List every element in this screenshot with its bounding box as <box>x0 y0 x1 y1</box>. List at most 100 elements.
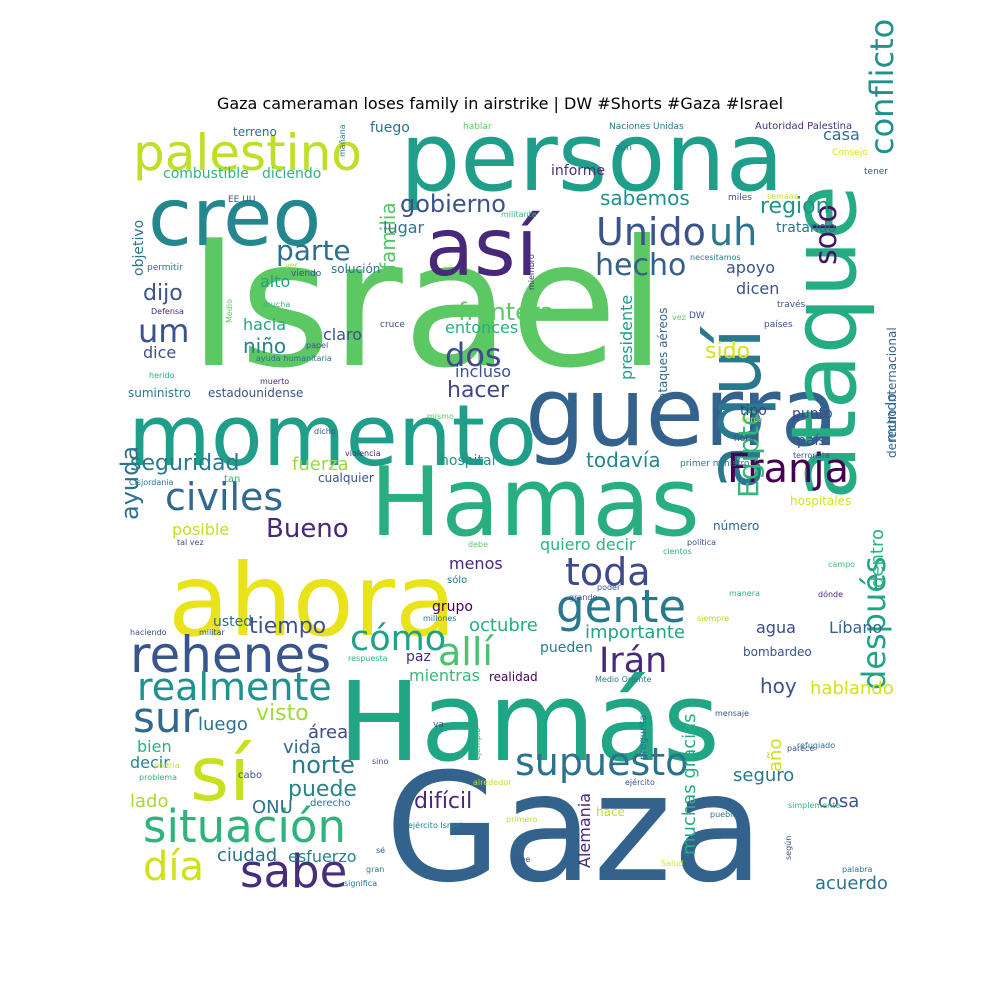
word-fuego: fuego <box>370 120 410 136</box>
word-hamas: Hamas <box>370 448 700 558</box>
word-usted: usted <box>213 614 252 630</box>
word-aun: aún <box>615 143 632 153</box>
word-segun: según <box>784 836 793 860</box>
word-poder: poder <box>597 583 621 592</box>
word-respuesta: respuesta <box>348 654 388 663</box>
word-onu: ONU <box>252 797 293 818</box>
word-momento: momento <box>128 387 537 486</box>
word-sido: sido <box>705 339 750 364</box>
word-octubre: octubre <box>469 615 538 636</box>
word-cualquier: cualquier <box>318 471 374 485</box>
word-unido: Unido <box>596 210 706 254</box>
word-semana: semana <box>767 192 799 201</box>
word-luego: luego <box>198 714 248 735</box>
word-ver: ver <box>285 261 299 270</box>
word-dicho: dicho <box>314 427 336 436</box>
word-papel: papel <box>306 341 328 350</box>
word-hacer: hacer <box>447 378 510 403</box>
word-hospital: hospital <box>440 453 495 469</box>
word-despues: después <box>855 556 893 690</box>
word-bueno: Bueno <box>266 514 349 544</box>
word-parece: parece <box>787 744 814 753</box>
word-pueden: pueden <box>540 640 593 656</box>
word-cruce: cruce <box>380 320 405 330</box>
word-significa: significa <box>344 879 377 888</box>
word-hora: hora <box>734 434 754 444</box>
word-importante: importante <box>585 622 685 643</box>
word-mensaje: mensaje <box>715 709 749 718</box>
word-tratando: tratando <box>776 220 836 236</box>
word-palestino: palestino <box>133 124 362 182</box>
word-supuesto: supuesto <box>515 740 688 784</box>
word-ano: año <box>765 739 786 772</box>
word-aqui: aquí <box>690 326 778 490</box>
word-salud: Salud <box>661 859 683 868</box>
word-incluso: incluso <box>455 362 511 381</box>
word-problema: problema <box>139 773 177 782</box>
word-terrorista: terrorista <box>793 451 830 460</box>
word-viendo: viendo <box>291 269 322 279</box>
word-gran: gran <box>366 865 384 874</box>
word-conflicto: conflicto <box>863 19 901 155</box>
word-alto: alto <box>260 272 290 291</box>
word-hace: hace <box>596 805 625 819</box>
word-gaza: Gaza <box>385 742 764 916</box>
word-decir: decir <box>130 753 170 772</box>
word-manera: manera <box>729 589 760 598</box>
word-menos: menos <box>449 554 503 573</box>
word-terreno: terreno <box>233 125 277 139</box>
word-punto: punto <box>792 406 833 422</box>
word-cabo: cabo <box>238 770 262 781</box>
word-bien: bien <box>137 737 172 756</box>
word-entonces: entonces <box>445 318 518 337</box>
word-hacia: hacia <box>243 315 286 334</box>
word-dificil: difícil <box>414 789 472 814</box>
word-como: cómo <box>350 619 446 659</box>
word-creo: creo <box>148 171 321 264</box>
word-miembro: miembro <box>527 254 536 290</box>
word-naciones-unidas: Naciones Unidas <box>609 122 684 132</box>
word-tan: tan <box>224 474 240 485</box>
word-frontera: frontera <box>458 298 554 326</box>
word-suministro: suministro <box>128 386 191 400</box>
word-sabemos: sabemos <box>600 186 690 210</box>
word-simplemente: simplemente <box>788 801 840 810</box>
word-casa: casa <box>823 125 860 144</box>
word-dijo: dijo <box>143 281 183 306</box>
word-donde: dónde <box>818 589 843 599</box>
word-quiero-decir: quiero decir <box>540 535 636 554</box>
word-lado: lado <box>130 791 168 812</box>
word-medio-oriente: Medio Oriente <box>595 675 652 684</box>
word-hablando: hablando <box>810 678 894 699</box>
word-cosa: cosa <box>818 791 859 812</box>
word-um: um <box>138 312 189 350</box>
word-lugar: lugar <box>383 218 425 237</box>
word-hecho: hecho <box>595 248 686 283</box>
word-puede: puede <box>288 777 357 802</box>
word-hamas: Hamás <box>338 658 720 786</box>
word-familia: familia <box>376 202 400 270</box>
word-militar: militar <box>199 628 226 637</box>
word-estadounidense: estadounidense <box>208 386 303 400</box>
word-millones: millones <box>423 614 457 623</box>
word-muerto: muerto <box>260 377 289 386</box>
word-traves: través <box>777 299 806 310</box>
word-ejemplo: ejemplo <box>473 728 482 760</box>
word-mismo: mismo <box>427 412 454 421</box>
word-toda: toda <box>565 550 651 594</box>
word-alli: allí <box>438 630 494 674</box>
word-ejercito: ejército <box>625 777 655 787</box>
word-visto: visto <box>256 701 309 726</box>
word-israel: Israel <box>188 204 666 407</box>
word-va: va <box>433 720 444 730</box>
word-tipo: tipo <box>740 403 767 419</box>
word-hoy: hoy <box>760 674 797 698</box>
word-mucha: mucha <box>263 300 290 309</box>
word-realidad: realidad <box>489 670 538 684</box>
word-gente: gente <box>556 580 686 633</box>
word-seguridad: seguridad <box>130 451 239 476</box>
word-cree: cree <box>513 855 530 864</box>
word-solo: solo <box>809 204 844 265</box>
word-egipto: Egipto <box>732 409 765 498</box>
word-norte: norte <box>291 751 355 779</box>
